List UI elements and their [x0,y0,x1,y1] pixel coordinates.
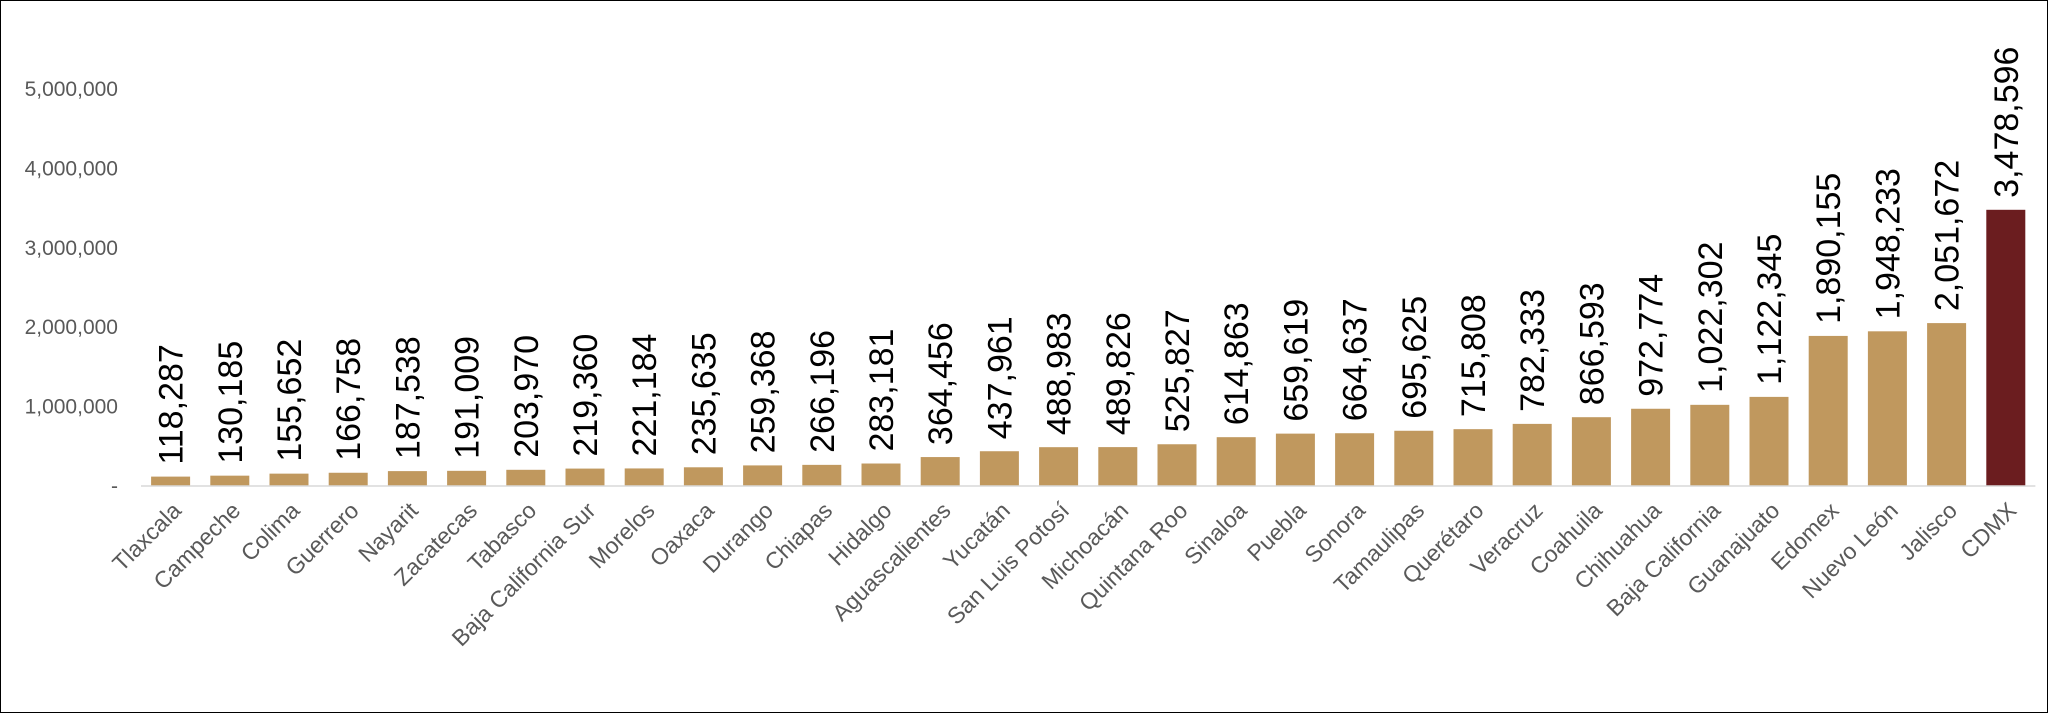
bar [1749,396,1789,486]
data-label: 187,538 [389,336,427,459]
bar [328,472,368,486]
data-label: 3,478,596 [1988,47,2026,198]
bar [1927,323,1967,486]
bar [683,467,723,486]
data-label: 203,970 [508,335,546,458]
bar [802,464,842,486]
bar [920,457,960,486]
data-label: 489,826 [1100,312,1138,435]
bar [1216,437,1256,486]
data-label: 130,185 [212,341,250,464]
bar [861,463,901,486]
bar [210,475,250,486]
data-label: 1,890,155 [1810,173,1848,324]
data-label: 972,774 [1633,274,1671,397]
data-label: 659,619 [1277,299,1315,422]
bar [1986,209,2026,486]
bars [151,209,2026,486]
data-label: 614,863 [1218,302,1256,425]
bar [1394,430,1434,486]
y-tick-label: 4,000,000 [25,157,118,180]
bar [506,469,546,486]
data-label: 437,961 [981,316,1019,439]
bar [1275,433,1315,486]
data-label: 488,983 [1041,312,1079,435]
data-label: 1,948,233 [1869,168,1907,319]
data-label: 259,368 [745,330,783,453]
bar [1571,417,1611,486]
data-label: 283,181 [863,329,901,452]
bar [1808,335,1848,486]
data-label: 695,625 [1396,296,1434,419]
x-tick-label: Morelos [584,497,660,573]
bar [447,470,487,486]
bar [1867,331,1907,486]
bar [565,468,605,486]
y-tick-label: - [111,475,118,498]
x-axis: TlaxcalaCampecheColimaGuerreroNayaritZac… [107,497,2021,651]
x-tick-label: Puebla [1242,497,1311,566]
data-labels: 118,287 130,185 155,652 166,758 187,538 191,0… [153,47,2026,465]
y-tick-label: 5,000,000 [25,78,118,101]
bar [1512,423,1552,486]
data-label: 364,456 [922,322,960,445]
bar [624,468,664,486]
bar [1157,444,1197,486]
bar [151,476,191,486]
data-label: 235,635 [685,332,723,455]
bar [1098,447,1138,486]
data-label: 221,184 [626,334,664,457]
x-tick-label: CDMX [1955,497,2021,563]
bar [1453,429,1493,486]
x-tick-label: Jalisco [1894,497,1962,565]
data-label: 166,758 [330,338,368,461]
data-label: 782,333 [1514,289,1552,412]
data-label: 664,637 [1337,298,1375,421]
bar [1631,408,1671,486]
bar [387,471,427,486]
data-label: 525,827 [1159,309,1197,432]
bar [1039,447,1079,486]
y-tick-label: 3,000,000 [25,237,118,260]
bar [979,451,1019,486]
bar [1690,404,1730,486]
bar [743,465,783,486]
data-label: 2,051,672 [1929,160,1967,311]
data-label: 155,652 [271,339,309,462]
y-tick-label: 2,000,000 [25,316,118,339]
data-label: 219,360 [567,334,605,457]
bar [1335,433,1375,486]
data-label: 1,122,345 [1751,234,1789,385]
data-label: 118,287 [153,344,191,464]
data-label: 866,593 [1573,282,1611,405]
data-label: 191,009 [449,336,487,459]
data-label: 715,808 [1455,294,1493,417]
bar [269,473,309,486]
x-tick-label: Sinaloa [1179,497,1252,570]
y-tick-label: 1,000,000 [25,396,118,419]
y-axis: - 1,000,000 2,000,000 3,000,000 4,000,000 5,0… [25,78,118,498]
data-label: 266,196 [804,330,842,453]
data-label: 1,022,302 [1692,242,1730,393]
